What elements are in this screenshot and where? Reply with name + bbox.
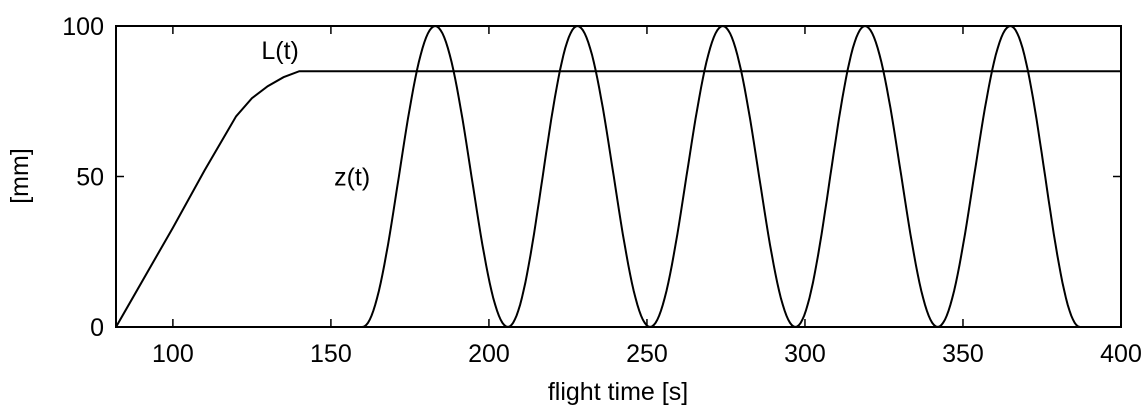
- y-axis-label: [mm]: [6, 148, 34, 204]
- x-tick-label: 150: [310, 340, 352, 368]
- x-tick-label: 300: [784, 340, 826, 368]
- series-line-L: [115, 70, 1121, 328]
- y-tick-label: 0: [90, 314, 104, 342]
- x-tick-label: 350: [942, 340, 984, 368]
- x-tick-label: 100: [152, 340, 194, 368]
- y-tick-label: 50: [76, 164, 104, 192]
- x-tick-label: 250: [626, 340, 668, 368]
- series-annotation: z(t): [334, 164, 370, 192]
- x-tick-label: 200: [468, 340, 510, 368]
- annotations: L(t) z(t): [261, 37, 370, 191]
- series-annotation: L(t): [261, 37, 299, 65]
- y-tick-label: 100: [62, 13, 104, 41]
- series-line-z: [116, 24, 1121, 329]
- x-tick-label: 400: [1100, 340, 1142, 368]
- x-axis-label: flight time [s]: [548, 378, 688, 406]
- y-tick-labels: 0 50 100: [62, 13, 104, 342]
- x-tick-labels: 100 150 200 250 300 350 400: [152, 340, 1142, 368]
- series-lines: [115, 24, 1121, 329]
